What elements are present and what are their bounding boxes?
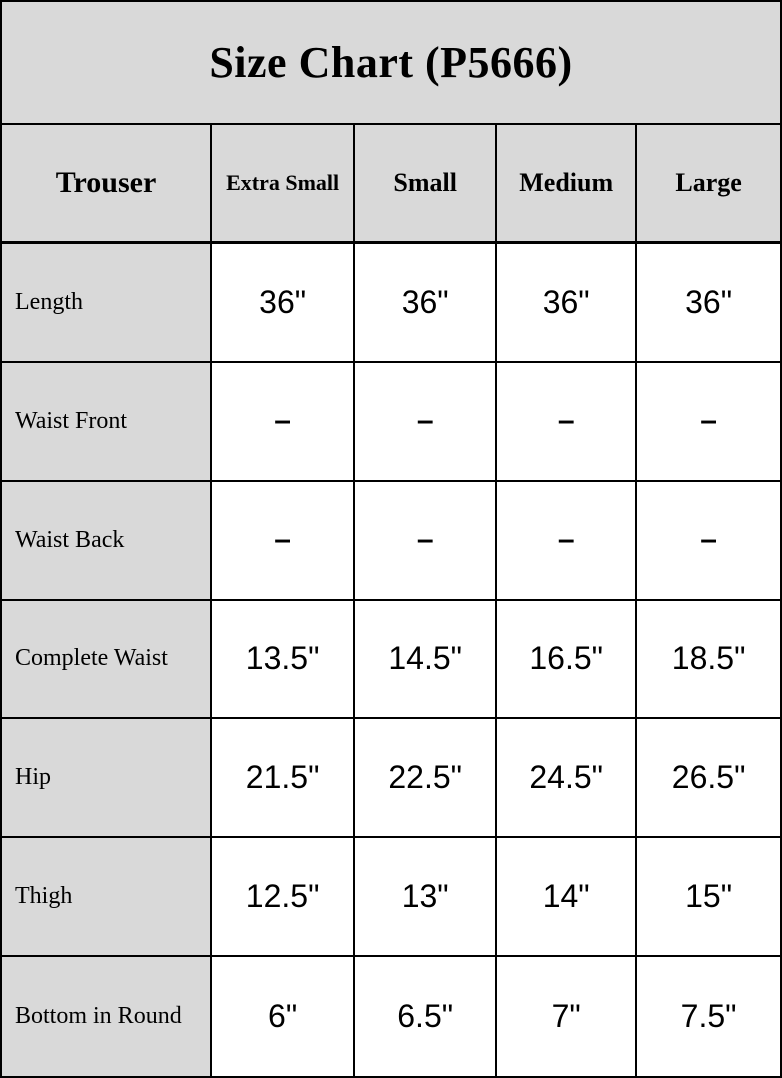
size-value: 13" [355, 838, 498, 958]
size-value: 18.5" [637, 600, 780, 720]
size-value: 13.5" [212, 600, 356, 720]
size-value: 22.5" [355, 719, 498, 839]
size-value: 36" [212, 243, 356, 363]
size-chart-title: Size Chart (P5666) [2, 2, 780, 125]
size-value: 24.5" [497, 719, 638, 839]
row-label-length: Length [2, 243, 213, 363]
column-header-large: Large [637, 125, 780, 244]
size-value: 14" [497, 838, 638, 958]
size-value: 15" [637, 838, 780, 958]
size-value-empty: – [637, 362, 780, 482]
size-value: 14.5" [355, 600, 498, 720]
size-value: 36" [497, 243, 638, 363]
row-label-hip: Hip [2, 719, 213, 839]
size-value: 36" [355, 243, 498, 363]
size-value-empty: – [497, 481, 638, 601]
size-value: 12.5" [212, 838, 356, 958]
size-value-empty: – [497, 362, 638, 482]
size-value-empty: – [355, 481, 498, 601]
size-value: 7.5" [637, 957, 780, 1076]
size-value: 16.5" [497, 600, 638, 720]
size-value-empty: – [637, 481, 780, 601]
column-header-extra-small: Extra Small [212, 125, 356, 244]
column-header-medium: Medium [497, 125, 638, 244]
size-value: 6.5" [355, 957, 498, 1076]
size-value: 6" [212, 957, 356, 1076]
size-value-empty: – [212, 362, 356, 482]
size-value: 21.5" [212, 719, 356, 839]
row-label-waist-front: Waist Front [2, 362, 213, 482]
size-value-empty: – [212, 481, 356, 601]
row-label-thigh: Thigh [2, 838, 213, 958]
column-header-trouser: Trouser [2, 125, 213, 244]
size-table: Trouser Extra Small Small Medium Large L… [2, 125, 780, 1076]
row-label-waist-back: Waist Back [2, 481, 213, 601]
row-label-complete-waist: Complete Waist [2, 600, 213, 720]
size-value: 7" [497, 957, 638, 1076]
column-header-small: Small [355, 125, 498, 244]
size-value: 36" [637, 243, 780, 363]
size-value: 26.5" [637, 719, 780, 839]
size-value-empty: – [355, 362, 498, 482]
row-label-bottom-in-round: Bottom in Round [2, 957, 213, 1076]
